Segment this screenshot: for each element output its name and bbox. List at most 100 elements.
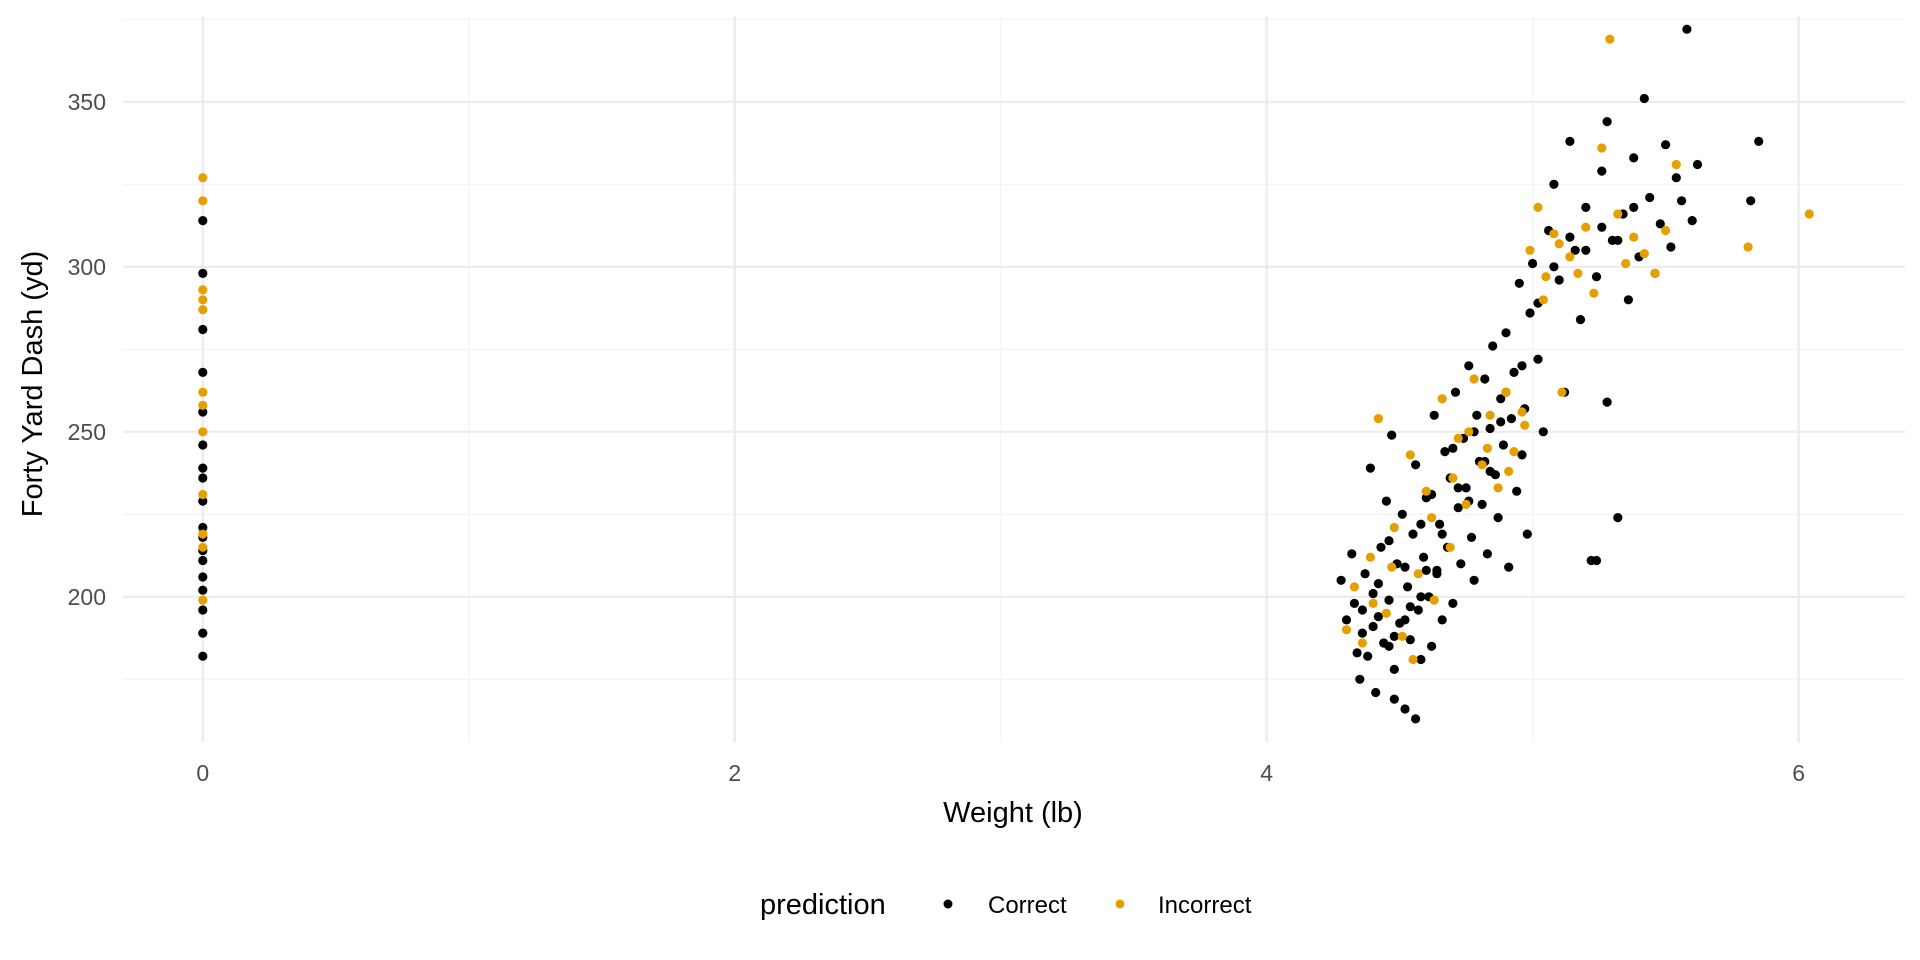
point-incorrect — [1368, 598, 1378, 609]
point-correct — [1482, 549, 1492, 559]
point-correct — [1365, 463, 1375, 473]
point-correct — [1368, 588, 1378, 599]
point-correct — [1355, 674, 1365, 684]
point-correct — [1384, 641, 1394, 651]
point-incorrect — [1381, 608, 1391, 618]
point-correct — [1613, 513, 1623, 523]
point-correct — [1581, 245, 1591, 255]
point-incorrect — [1549, 229, 1559, 239]
x-tick-label: 2 — [728, 760, 741, 786]
point-incorrect — [1501, 387, 1511, 397]
point-correct — [1501, 328, 1511, 338]
point-incorrect — [1557, 387, 1567, 397]
point-correct — [1488, 341, 1498, 351]
y-tick-label: 250 — [68, 419, 106, 445]
point-correct — [1440, 447, 1450, 457]
point-incorrect — [198, 542, 208, 552]
point-incorrect — [1589, 288, 1599, 298]
point-correct — [198, 324, 208, 335]
point-correct — [1469, 575, 1479, 585]
grid-lines — [123, 16, 1905, 742]
point-correct — [198, 367, 208, 377]
point-incorrect — [1461, 499, 1471, 509]
point-correct — [1419, 552, 1429, 562]
point-incorrect — [1581, 222, 1591, 232]
point-incorrect — [1661, 225, 1671, 236]
point-correct — [1352, 648, 1362, 658]
point-correct — [1435, 519, 1445, 529]
legend-key-incorrect — [1115, 899, 1125, 909]
point-incorrect — [1533, 202, 1543, 212]
point-incorrect — [1804, 209, 1814, 219]
point-incorrect — [1613, 209, 1623, 219]
point-correct — [198, 651, 208, 661]
point-incorrect — [1445, 542, 1455, 552]
point-correct — [1477, 499, 1487, 509]
point-incorrect — [1538, 295, 1548, 305]
point-incorrect — [1464, 427, 1474, 437]
point-correct — [1347, 549, 1357, 559]
point-correct — [1448, 443, 1458, 453]
point-correct — [1411, 714, 1421, 724]
data-points — [198, 24, 1814, 724]
point-correct — [1389, 631, 1399, 642]
point-incorrect — [1605, 34, 1615, 44]
point-incorrect — [198, 400, 208, 410]
point-incorrect — [1504, 466, 1514, 476]
point-correct — [198, 407, 208, 417]
point-correct — [1427, 641, 1437, 651]
point-correct — [1677, 196, 1687, 206]
point-correct — [198, 463, 208, 473]
point-incorrect — [198, 489, 208, 500]
point-correct — [1461, 483, 1471, 493]
point-correct — [1496, 394, 1506, 404]
point-correct — [1565, 136, 1575, 146]
point-incorrect — [1554, 239, 1564, 249]
point-correct — [1682, 24, 1692, 34]
legend-label-correct: Correct — [988, 892, 1067, 919]
point-incorrect — [1397, 631, 1407, 642]
point-incorrect — [1482, 443, 1492, 453]
point-incorrect — [1349, 582, 1359, 592]
point-correct — [1456, 559, 1466, 569]
point-correct — [1466, 532, 1477, 543]
point-correct — [1357, 605, 1367, 615]
point-incorrect — [1565, 252, 1575, 262]
point-correct — [1360, 569, 1370, 579]
y-tick-label: 350 — [68, 89, 106, 115]
point-correct — [1602, 117, 1612, 127]
point-correct — [1376, 542, 1386, 552]
point-correct — [1666, 242, 1676, 252]
point-correct — [1661, 140, 1671, 150]
point-correct — [198, 628, 208, 638]
point-incorrect — [1427, 513, 1437, 523]
y-axis-ticks: 200 250 300 350 — [68, 89, 106, 610]
point-correct — [1517, 361, 1527, 371]
point-correct — [1416, 592, 1426, 602]
point-correct — [1349, 598, 1359, 609]
point-correct — [198, 496, 208, 506]
point-correct — [198, 440, 208, 450]
point-correct — [1384, 595, 1394, 605]
point-correct — [1575, 315, 1586, 325]
point-correct — [198, 585, 208, 595]
point-correct — [198, 473, 208, 483]
point-correct — [1357, 628, 1367, 638]
x-axis-title: Weight (lb) — [943, 797, 1083, 829]
point-correct — [1591, 272, 1602, 282]
point-incorrect — [198, 196, 208, 206]
point-incorrect — [1629, 232, 1639, 242]
point-correct — [1421, 565, 1431, 576]
point-correct — [1400, 704, 1410, 714]
point-incorrect — [198, 595, 208, 605]
point-correct — [1405, 602, 1415, 612]
point-correct — [1554, 275, 1564, 285]
point-correct — [1453, 503, 1463, 513]
x-axis-ticks: 0 2 4 6 — [196, 760, 1805, 786]
x-tick-label: 4 — [1260, 760, 1273, 786]
point-incorrect — [1520, 420, 1530, 430]
point-incorrect — [198, 295, 208, 305]
point-incorrect — [1485, 410, 1495, 420]
point-incorrect — [1341, 625, 1352, 635]
